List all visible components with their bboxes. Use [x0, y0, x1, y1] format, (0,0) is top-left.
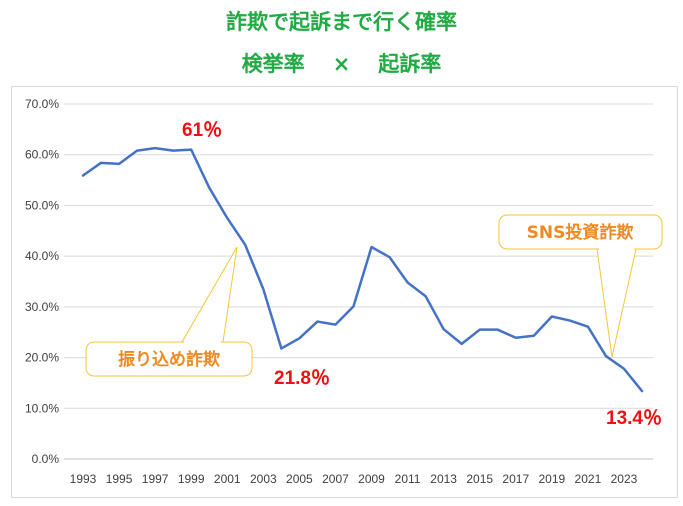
x-tick-label: 2001 [214, 472, 241, 486]
x-tick-label: 2003 [250, 472, 277, 486]
chart-title: 詐欺で起訴まで行く確率 [226, 10, 457, 34]
x-tick-label: 1999 [178, 472, 205, 486]
y-tick-label: 10.0% [25, 401, 59, 415]
x-tick-label: 2005 [286, 472, 313, 486]
callout-label-sns: SNS投資詐欺 [527, 222, 634, 243]
callout-pointer-furikome [181, 246, 238, 343]
callout-box-sns [498, 214, 663, 250]
x-tick-label: 1995 [106, 472, 133, 486]
y-tick-label: 70.0% [25, 97, 59, 111]
x-tick-label: 2009 [358, 472, 385, 486]
y-tick-label: 50.0% [25, 198, 59, 212]
callout-label-furikome: 振り込め詐欺 [118, 349, 220, 370]
x-tick-label: 2023 [611, 472, 638, 486]
x-tick-label: 2021 [575, 472, 602, 486]
y-tick-label: 60.0% [25, 148, 59, 162]
subtitle-times-sign: × [332, 52, 351, 76]
y-tick-label: 0.0% [32, 452, 60, 466]
x-tick-label: 1993 [70, 472, 97, 486]
value-annotation: 21.8％ [274, 368, 330, 389]
callout-box-furikome [85, 341, 253, 377]
x-tick-label: 1997 [142, 472, 169, 486]
value-annotation: 13.4％ [606, 408, 662, 429]
y-tick-label: 30.0% [25, 300, 59, 314]
x-tick-label: 2015 [466, 472, 493, 486]
subtitle-left: 検挙率 [241, 52, 305, 76]
x-tick-label: 2007 [322, 472, 349, 486]
x-tick-label: 2011 [395, 472, 421, 486]
callout-pointer-sns [596, 248, 637, 358]
y-tick-label: 20.0% [25, 351, 59, 365]
y-tick-label: 40.0% [25, 249, 59, 263]
series-line [81, 146, 644, 393]
x-tick-label: 2013 [430, 472, 457, 486]
subtitle-right: 起訴率 [378, 52, 442, 76]
value-annotation: 61％ [182, 120, 222, 141]
chart-subtitle: 検挙率 × 起訴率 [0, 48, 683, 78]
x-tick-label: 2017 [502, 472, 529, 486]
x-tick-label: 2019 [538, 472, 565, 486]
chart-frame [11, 86, 678, 498]
